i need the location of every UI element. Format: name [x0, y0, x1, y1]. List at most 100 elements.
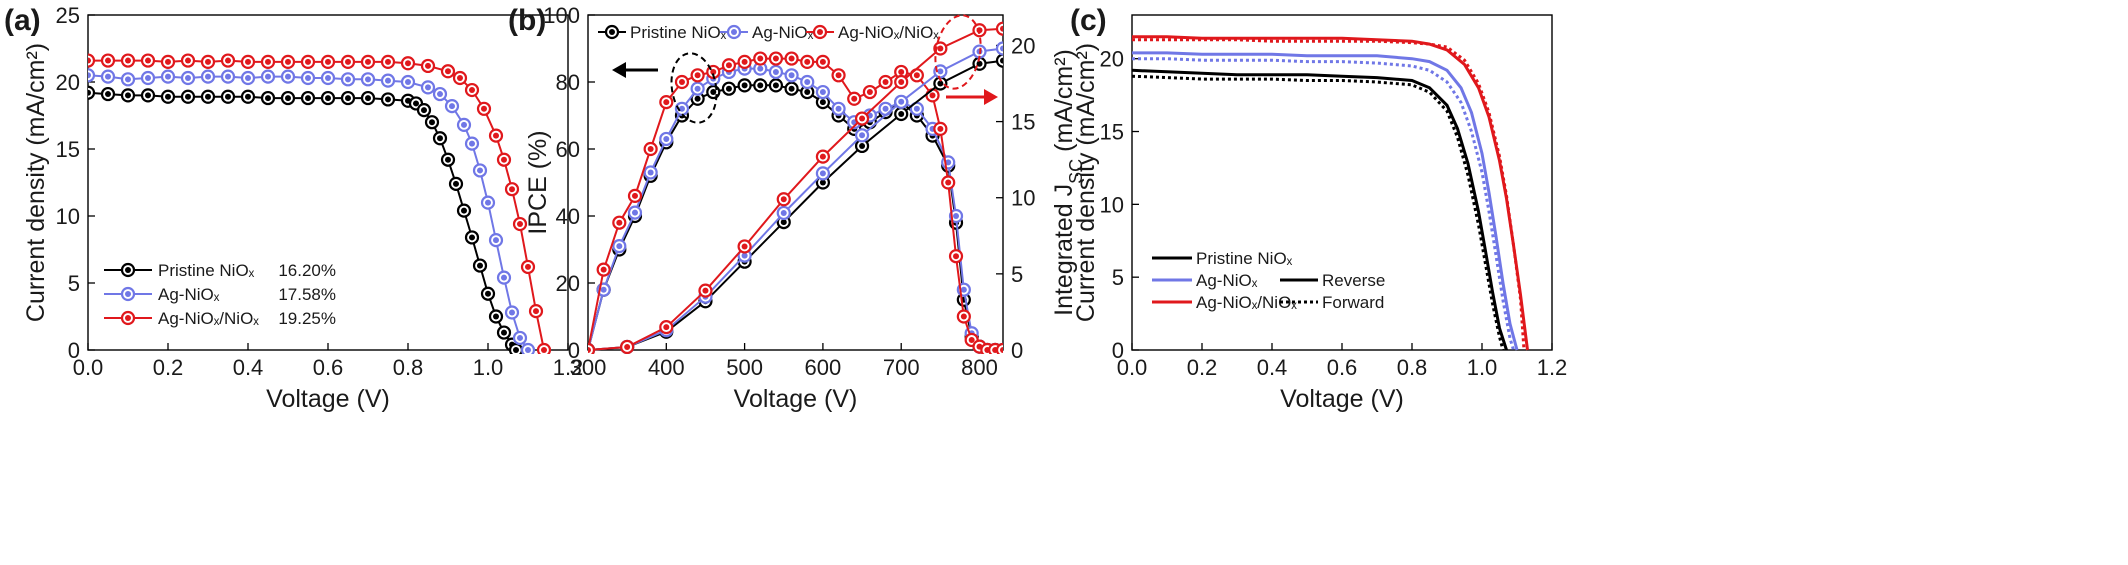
series-pristine-nio-reverse — [1132, 68, 1508, 351]
plot-area — [88, 53, 552, 354]
data-point-core — [819, 170, 826, 177]
legend-swatch-core — [817, 29, 823, 35]
data-point-core — [125, 76, 131, 83]
data-point-core — [937, 80, 944, 87]
series-ag-nio-nio — [88, 53, 552, 354]
data-point-core — [245, 74, 251, 81]
data-point-core — [205, 93, 211, 100]
data-point-core — [105, 57, 111, 64]
series-line — [588, 57, 1003, 351]
y-tick-label: 0 — [568, 338, 580, 363]
data-point-core — [509, 309, 515, 316]
data-point-core — [501, 156, 507, 163]
y-tick-label: 0 — [1112, 338, 1124, 363]
data-point-core — [469, 234, 475, 241]
data-point-core — [517, 334, 523, 341]
y-right-tick-label: 0 — [1011, 338, 1023, 363]
x-tick-label: 0.0 — [1117, 355, 1148, 380]
data-point-core — [968, 336, 975, 343]
data-point-core — [305, 74, 311, 81]
data-point-core — [449, 103, 455, 110]
data-point-core — [493, 313, 499, 320]
panel-letter: (b) — [508, 4, 546, 37]
data-point-core — [245, 58, 251, 65]
data-point-core — [477, 262, 483, 269]
data-point-core — [788, 85, 795, 92]
data-point-core — [245, 93, 251, 100]
legend-label: Ag-NiOₓ/NiOₓ — [1196, 293, 1297, 312]
data-point-core — [88, 57, 91, 64]
data-point-core — [385, 77, 391, 84]
data-point-core — [804, 58, 811, 65]
x-tick-label: 400 — [648, 355, 685, 380]
legend-label: Pristine NiOₓ — [630, 23, 727, 42]
data-point-core — [702, 287, 709, 294]
data-point-core — [678, 79, 685, 85]
data-point-core — [1000, 57, 1003, 64]
legend-swatch-core — [125, 291, 131, 297]
data-point-core — [804, 89, 811, 96]
data-point-core — [804, 79, 811, 85]
data-point-core — [819, 99, 826, 106]
data-point-core — [265, 73, 271, 80]
x-tick-label: 0.4 — [1257, 355, 1288, 380]
data-point-core — [165, 93, 171, 100]
dashed-ellipse-left — [670, 52, 718, 124]
legend-label: Ag-NiOₓ — [752, 23, 814, 42]
data-point-core — [437, 135, 443, 142]
data-point-core — [165, 73, 171, 80]
data-point-core — [365, 76, 371, 83]
data-point-core — [145, 57, 151, 64]
panel-a: (a)0.0 0.2 0.4 0.6 0.8 1.0 1.20510152025Voltag… — [4, 3, 583, 413]
annotations — [612, 14, 998, 124]
data-point-core — [960, 286, 967, 293]
y-tick-label: 20 — [56, 70, 80, 95]
data-point-core — [741, 58, 748, 65]
legend-label: Ag-NiOₓ — [1196, 271, 1258, 290]
data-point-core — [445, 68, 451, 75]
y-tick-label: 60 — [556, 137, 580, 162]
data-point-core — [485, 290, 491, 297]
data-point-core — [859, 132, 866, 139]
data-point-core — [105, 73, 111, 80]
data-point-core — [185, 74, 191, 81]
data-point-core — [663, 99, 670, 106]
data-point-core — [819, 179, 826, 186]
data-point-core — [757, 82, 764, 89]
data-point-core — [285, 73, 291, 80]
data-point-core — [616, 243, 623, 250]
series-pristine-nio-forward — [1132, 74, 1505, 351]
data-point-core — [624, 343, 631, 350]
data-point-core — [898, 110, 905, 117]
data-point-core — [819, 89, 826, 96]
data-point-core — [461, 121, 467, 128]
legend-swatch-core — [731, 29, 737, 35]
series-ag-nio-nio-left — [588, 51, 1003, 354]
data-point-core — [898, 68, 905, 75]
legend-efficiency: 19.25% — [278, 309, 336, 328]
y-tick-label: 25 — [56, 3, 80, 28]
plot-frame — [587, 14, 1004, 351]
x-tick-label: 1.0 — [1467, 355, 1498, 380]
data-point-core — [710, 89, 717, 96]
data-point-core — [88, 89, 91, 96]
data-point-core — [757, 65, 764, 72]
data-point-core — [421, 107, 427, 114]
data-point-core — [663, 135, 670, 142]
y-axis-label: Current density (mA/cm²) — [1072, 43, 1100, 322]
legend-label: Pristine NiOₓ — [1196, 249, 1293, 268]
legend-label: Ag-NiOₓ/NiOₓ — [838, 23, 939, 42]
data-point-core — [780, 219, 787, 226]
data-point-core — [469, 140, 475, 147]
data-point-core — [600, 286, 607, 293]
data-point-core — [694, 72, 701, 79]
data-point-core — [225, 73, 231, 80]
y-right-tick-label: 20 — [1011, 33, 1035, 58]
x-tick-label: 700 — [883, 355, 920, 380]
data-point-core — [525, 263, 531, 270]
data-point-core — [429, 119, 435, 126]
data-point-core — [325, 58, 331, 65]
right-axis-arrow-head — [984, 89, 998, 105]
y-tick-label: 5 — [68, 271, 80, 296]
data-point-core — [725, 62, 732, 69]
